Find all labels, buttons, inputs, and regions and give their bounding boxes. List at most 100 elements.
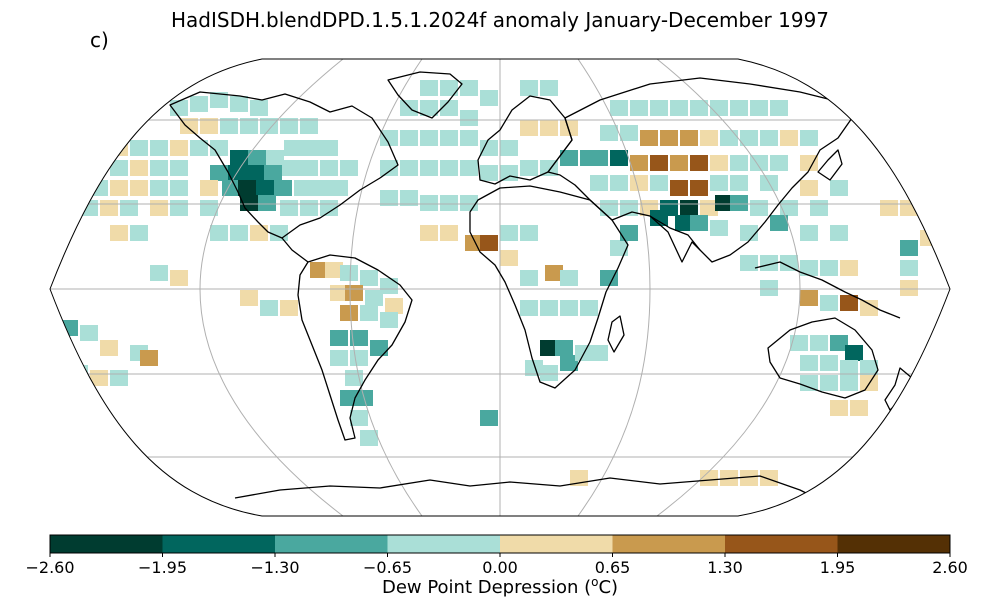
anomaly-cell [690,215,708,231]
colorbar-label: Dew Point Depression (oC) [0,575,1000,598]
colorbar-bin-7 [837,535,950,553]
anomaly-cell [800,355,818,371]
anomaly-cell [210,92,228,108]
anomaly-cell [540,340,558,356]
anomaly-cell [830,180,848,196]
anomaly-cell [620,225,638,241]
colorbar-label-superscript: o [591,575,599,589]
anomaly-cell [770,215,788,231]
anomaly-cell [740,255,758,271]
anomaly-cell [220,118,238,134]
anomaly-cell [720,130,738,146]
anomaly-cell [380,190,398,206]
colorbar-label-text: Dew Point Depression ( [381,577,592,598]
anomaly-cell [560,150,578,166]
anomaly-cell [110,225,128,241]
anomaly-cell [340,265,358,281]
anomaly-cell [200,118,218,134]
anomaly-cell [230,225,248,241]
anomaly-cell [840,295,858,311]
anomaly-cell [600,200,618,216]
anomaly-cell [660,130,678,146]
anomaly-cell [100,340,118,356]
anomaly-cell [190,140,208,156]
anomaly-cell [750,200,768,216]
anomaly-cell [750,100,768,116]
anomaly-cell [300,200,318,216]
anomaly-cell [370,340,388,356]
anomaly-cell [715,195,733,211]
anomaly-cell [170,270,188,286]
anomaly-cell [440,225,458,241]
anomaly-cell [560,270,578,286]
madagascar-coastline [607,315,625,353]
anomaly-cell [560,355,578,371]
anomaly-cell [650,210,668,226]
anomaly-cell [150,140,168,156]
anomaly-cell [282,160,300,176]
anomaly-cell [610,100,628,116]
anomaly-cell [480,90,498,106]
anomaly-cell [150,265,168,281]
anomaly-cell [620,125,638,141]
anomaly-cell [730,155,748,171]
anomaly-cell [240,290,258,306]
anomaly-cell [465,235,483,251]
anomaly-cell [760,130,778,146]
map-title: HadISDH.blendDPD.1.5.1.2024f anomaly Jan… [170,8,830,32]
anomaly-cell [540,120,558,136]
anomaly-cell [670,100,688,116]
anomaly-cell [365,290,383,306]
anomaly-cell [380,130,398,146]
colorbar-tick-label: −0.65 [362,558,413,577]
meridian-60e-line [577,59,651,516]
anomaly-cell [640,130,658,146]
anomaly-cell [780,200,798,216]
meridian-120w-line [199,59,344,516]
anomaly-cell [400,190,418,206]
anomaly-cell [690,180,708,196]
anomaly-cell [800,155,818,171]
anomaly-cell [248,150,266,166]
anomaly-cell [810,200,828,216]
anomaly-cell [260,300,278,316]
anomaly-cell [630,175,648,191]
anomaly-cell [60,320,78,336]
anomaly-cell [360,430,378,446]
anomaly-cell [830,400,848,416]
anomaly-cell [500,225,518,241]
antarctica-coastline [234,475,821,501]
anomaly-cell [845,345,863,361]
colorbar-tick-label: 1.30 [707,558,743,577]
anomaly-grid-cells [60,80,938,486]
anomaly-cell [670,180,688,196]
anomaly-cell [264,165,282,181]
anomaly-cell [730,175,748,191]
anomaly-cell [560,300,578,316]
anomaly-cell [520,160,538,176]
anomaly-cell [170,160,188,176]
anomaly-cell [840,375,858,391]
colorbar-bin-0 [50,535,163,553]
anomaly-cell [250,100,268,116]
north-america-coastline [169,91,399,239]
anomaly-cell [400,130,418,146]
colorbar-tick-label: −1.95 [137,558,188,577]
anomaly-cell [280,118,298,134]
anomaly-cell [545,265,563,281]
anomaly-cell [710,175,728,191]
anomaly-cell [300,118,318,134]
anomaly-cell [675,215,693,231]
anomaly-cell [310,262,328,278]
anomaly-cell [330,180,348,196]
anomaly-cell [420,130,438,146]
anomaly-cell [320,160,338,176]
anomaly-cell [860,300,878,316]
anomaly-cell [274,180,292,196]
colorbar-bin-3 [387,535,500,553]
anomaly-cell [520,80,538,96]
anomaly-cell [800,260,818,276]
anomaly-cell [420,160,438,176]
anomaly-cell [230,150,248,166]
anomaly-cell [680,200,698,216]
